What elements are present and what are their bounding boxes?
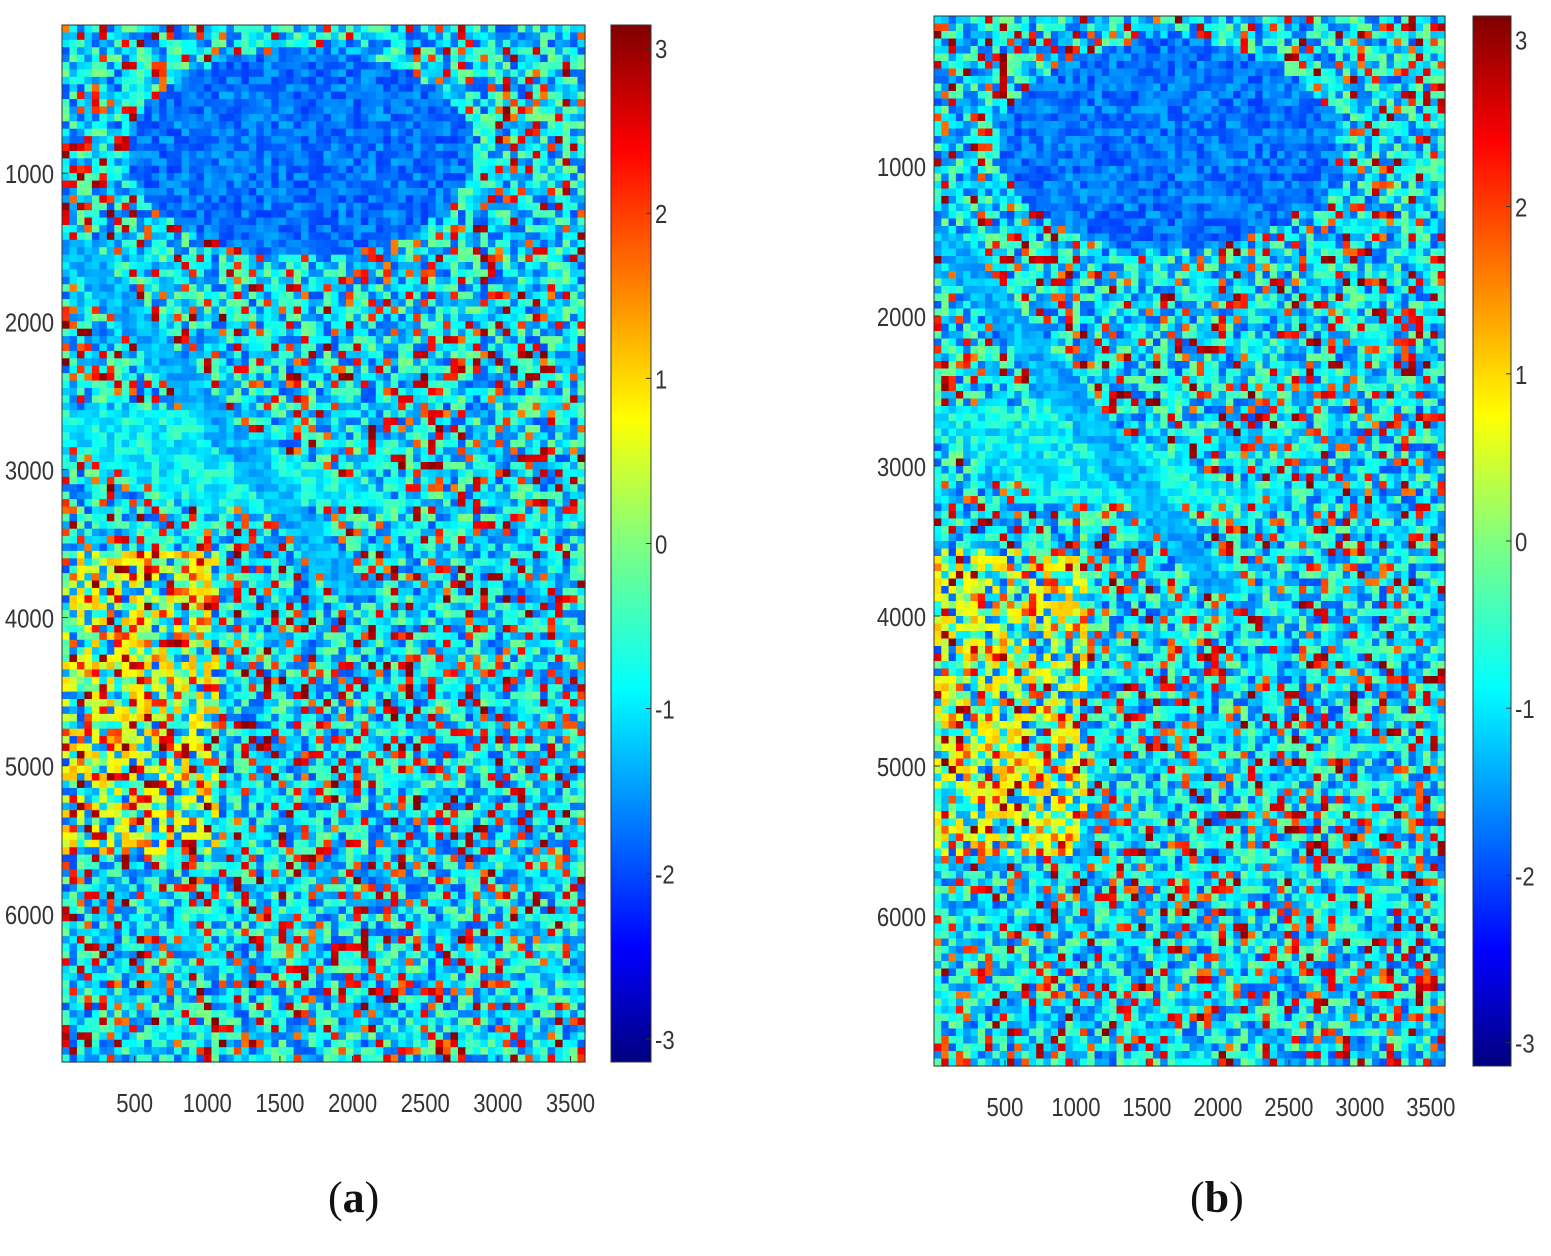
- colorbar-tick-label: 2: [1515, 194, 1527, 223]
- y-tick-label: 5000: [877, 753, 926, 782]
- colorbar-tick-label: -2: [655, 861, 675, 890]
- colorbar-tick-label: 1: [1515, 361, 1527, 390]
- colorbar-tick-label: 2: [655, 201, 667, 230]
- panel-a: 500 1000 1500 2000 2500 3000 3500 1000 2000 3000 4…: [5, 25, 675, 1118]
- y-tick-label: 1000: [5, 161, 54, 190]
- x-tick-label: 2500: [401, 1089, 450, 1118]
- x-tick-label: 2500: [1264, 1093, 1313, 1122]
- y-tick-label: 4000: [877, 603, 926, 632]
- y-tick-label: 5000: [5, 753, 54, 782]
- colorbar-tick-label: 0: [1515, 528, 1527, 557]
- colorbar-tick-label: -1: [655, 696, 675, 725]
- colorbar-tick-label: -2: [1515, 863, 1535, 892]
- colorbar-tick-label: -1: [1515, 696, 1535, 725]
- x-tick-label: 3500: [546, 1089, 595, 1118]
- x-tick-label: 3500: [1406, 1093, 1455, 1122]
- colorbar-tick-label: 0: [655, 531, 667, 560]
- y-tick-label: 3000: [5, 457, 54, 486]
- y-tick-label: 6000: [877, 903, 926, 932]
- colorbar-tick-label: -3: [1515, 1030, 1535, 1059]
- colorbar: [1473, 16, 1511, 1066]
- x-tick-label: 3000: [473, 1089, 522, 1118]
- x-tick-label: 3000: [1335, 1093, 1384, 1122]
- panel-b: 500 1000 1500 2000 2500 3000 3500 1000 2000 3000 4…: [877, 16, 1535, 1122]
- y-tick-label: 2000: [877, 303, 926, 332]
- x-tick-label: 1500: [255, 1089, 304, 1118]
- panel-label-a: (a): [328, 1172, 379, 1223]
- y-tick-label: 1000: [877, 153, 926, 182]
- y-tick-label: 4000: [5, 605, 54, 634]
- panel-label-b: (b): [1190, 1172, 1244, 1223]
- y-tick-label: 6000: [5, 901, 54, 930]
- x-tick-label: 500: [116, 1089, 153, 1118]
- colorbar-tick-label: 3: [1515, 27, 1527, 56]
- x-tick-label: 1000: [1051, 1093, 1100, 1122]
- colorbar-tick-label: -3: [655, 1026, 675, 1055]
- x-tick-label: 500: [987, 1093, 1024, 1122]
- heatmap-image: [62, 25, 586, 1063]
- x-tick-label: 1000: [183, 1089, 232, 1118]
- colorbar-tick-label: 1: [655, 366, 667, 395]
- x-tick-label: 1500: [1122, 1093, 1171, 1122]
- y-tick-label: 3000: [877, 453, 926, 482]
- x-tick-label: 2000: [328, 1089, 377, 1118]
- colorbar-tick-label: 3: [655, 35, 667, 64]
- y-tick-label: 2000: [5, 309, 54, 338]
- colorbar: [611, 25, 651, 1062]
- x-tick-label: 2000: [1193, 1093, 1242, 1122]
- heatmap-image: [934, 16, 1446, 1067]
